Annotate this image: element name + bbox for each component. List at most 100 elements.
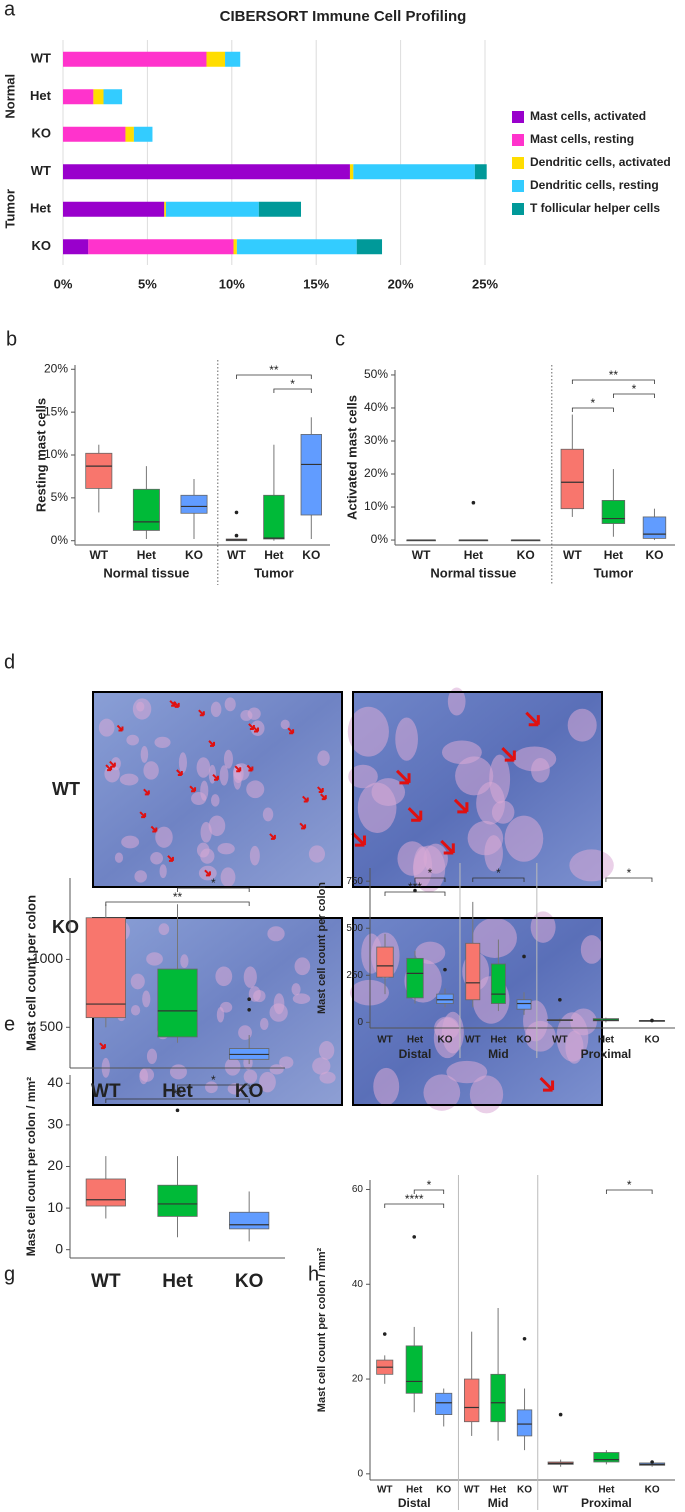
crypt: [146, 952, 163, 966]
arrow: [176, 769, 183, 776]
significance-label: **: [173, 1087, 183, 1101]
y-tick-label: 750: [346, 876, 363, 887]
x-tick-label: Het: [406, 1485, 423, 1496]
panel-letter: g: [4, 1263, 15, 1285]
x-tick-label: WT: [563, 548, 582, 562]
bar-segment: [225, 51, 241, 67]
bar-segment: [258, 201, 302, 217]
legend-swatch: [512, 111, 524, 123]
x-tick-label: KO: [185, 548, 203, 562]
outlier: [247, 997, 251, 1001]
x-tick-label: KO: [437, 1035, 452, 1046]
crypt: [312, 1057, 331, 1075]
x-tick-label: Het: [162, 1081, 193, 1102]
box: [560, 448, 585, 510]
crypt: [142, 990, 151, 1008]
facet-label: Tumor: [594, 565, 633, 580]
outlier: [413, 888, 417, 893]
crypt: [130, 973, 145, 990]
significance-label: ****: [405, 1192, 424, 1206]
box: [300, 434, 322, 516]
y-axis-label: Mast cell count per colon / mm²: [24, 1077, 38, 1256]
outlier: [650, 1460, 654, 1464]
legend-swatch: [512, 203, 524, 215]
crypt: [423, 1074, 461, 1111]
crypt: [373, 1067, 400, 1106]
bar-segment: [63, 51, 207, 67]
crypt: [146, 1048, 158, 1064]
significance-bracket: [413, 1189, 445, 1194]
crypt: [134, 870, 147, 883]
facet-label: Normal tissue: [430, 565, 516, 580]
bar-segment: [125, 126, 134, 142]
y-tick-label: 0%: [51, 533, 69, 547]
crypt: [98, 718, 115, 737]
crypt: [191, 792, 207, 805]
significance-bracket: [177, 1084, 250, 1089]
crypt: [139, 1067, 155, 1082]
arrow: [246, 764, 254, 772]
x-tick-label: Het: [604, 548, 623, 562]
bar-segment: [63, 89, 94, 105]
crypt: [259, 1071, 276, 1093]
bar-segment: [349, 164, 354, 180]
y-tick-label: 1000: [32, 950, 63, 966]
crypt: [569, 849, 614, 882]
box: [463, 1378, 480, 1423]
chart-title: CIBERSORT Immune Cell Profiling: [220, 8, 467, 25]
legend-label: T follicular helper cells: [530, 201, 660, 215]
bar-segment: [63, 126, 126, 142]
crypt: [308, 845, 326, 863]
arrow: [116, 724, 124, 732]
legend-label: Mast cells, resting: [530, 132, 634, 146]
crypt: [395, 717, 418, 761]
arrow: [143, 788, 150, 796]
crypt: [154, 736, 171, 748]
x-tick-label: KO: [517, 1035, 532, 1046]
crypt: [233, 768, 242, 790]
outlier: [412, 1235, 417, 1239]
bar-segment: [233, 239, 237, 255]
legend-label: Dendritic cells, activated: [530, 155, 671, 169]
x-tick-label: WT: [553, 1485, 569, 1496]
arrow: [407, 807, 423, 822]
panel-letter: e: [4, 1013, 15, 1035]
y-axis-label: Activated mast cells: [344, 395, 359, 520]
bar-segment: [474, 164, 487, 180]
x-tick-label: KO: [517, 548, 535, 562]
crypt: [267, 926, 285, 942]
y-tick-label: 30: [47, 1116, 63, 1132]
bar-segment: [164, 201, 166, 217]
x-tick-label: KO: [645, 1485, 660, 1496]
arrow: [501, 747, 516, 762]
arrow: [139, 811, 147, 819]
y-tick-label: 50%: [364, 367, 388, 381]
outlier: [558, 1412, 563, 1417]
facet-label: Normal tissue: [103, 565, 189, 580]
crypt: [504, 815, 544, 862]
crypt: [205, 1081, 218, 1094]
crypt: [159, 864, 167, 879]
crypt: [208, 815, 226, 837]
arrow: [351, 832, 366, 847]
box: [180, 494, 208, 514]
y-tick-label: 20%: [44, 361, 68, 375]
crypt: [210, 701, 222, 718]
crypt: [262, 807, 274, 822]
x-tick-label: Het: [407, 1035, 424, 1046]
x-tick-label: 15%: [303, 276, 329, 291]
facet-label: Mid: [488, 1496, 509, 1510]
box: [593, 1452, 620, 1463]
y-tick-label: 20: [352, 1374, 364, 1385]
crypt: [243, 966, 257, 988]
x-tick-label: WT: [377, 1485, 393, 1496]
y-tick-label: 40: [47, 1074, 63, 1090]
outlier: [382, 1332, 387, 1336]
x-tick-label: Het: [137, 548, 156, 562]
significance-label: *: [496, 866, 501, 880]
significance-label: *: [627, 866, 632, 880]
x-tick-label: WT: [465, 1035, 481, 1046]
bar-segment: [165, 201, 259, 217]
outlier: [175, 1108, 180, 1113]
